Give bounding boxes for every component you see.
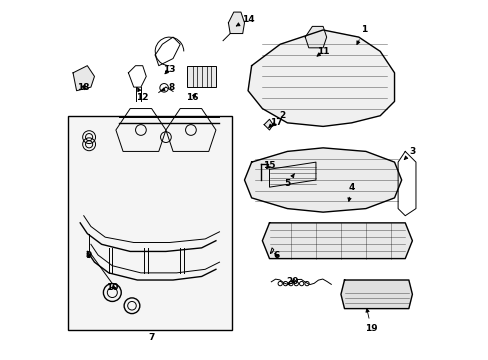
Text: 13: 13	[163, 65, 175, 74]
Text: 17: 17	[270, 118, 283, 127]
Polygon shape	[262, 223, 411, 258]
Text: 8: 8	[161, 83, 174, 92]
Text: 16: 16	[186, 93, 199, 102]
Bar	[67, 116, 231, 330]
Polygon shape	[340, 280, 411, 309]
Bar	[187, 66, 216, 87]
Text: 2: 2	[268, 111, 285, 127]
Text: 3: 3	[404, 147, 415, 159]
Text: 4: 4	[347, 183, 354, 201]
Text: 18: 18	[77, 83, 90, 92]
Text: 10: 10	[106, 283, 118, 292]
Polygon shape	[228, 12, 244, 33]
Text: 5: 5	[284, 174, 294, 188]
Text: 1: 1	[356, 26, 366, 45]
Text: 6: 6	[273, 251, 279, 260]
Text: 9: 9	[86, 251, 92, 260]
Polygon shape	[244, 148, 401, 212]
Text: 11: 11	[316, 47, 328, 56]
Polygon shape	[264, 119, 272, 130]
Text: 7: 7	[148, 333, 155, 342]
Polygon shape	[305, 26, 326, 48]
Polygon shape	[247, 30, 394, 126]
Text: 20: 20	[286, 277, 298, 286]
Text: 12: 12	[136, 88, 149, 102]
Text: 19: 19	[364, 309, 377, 333]
Text: 14: 14	[236, 15, 254, 26]
Text: 15: 15	[263, 161, 275, 170]
Polygon shape	[73, 66, 94, 91]
